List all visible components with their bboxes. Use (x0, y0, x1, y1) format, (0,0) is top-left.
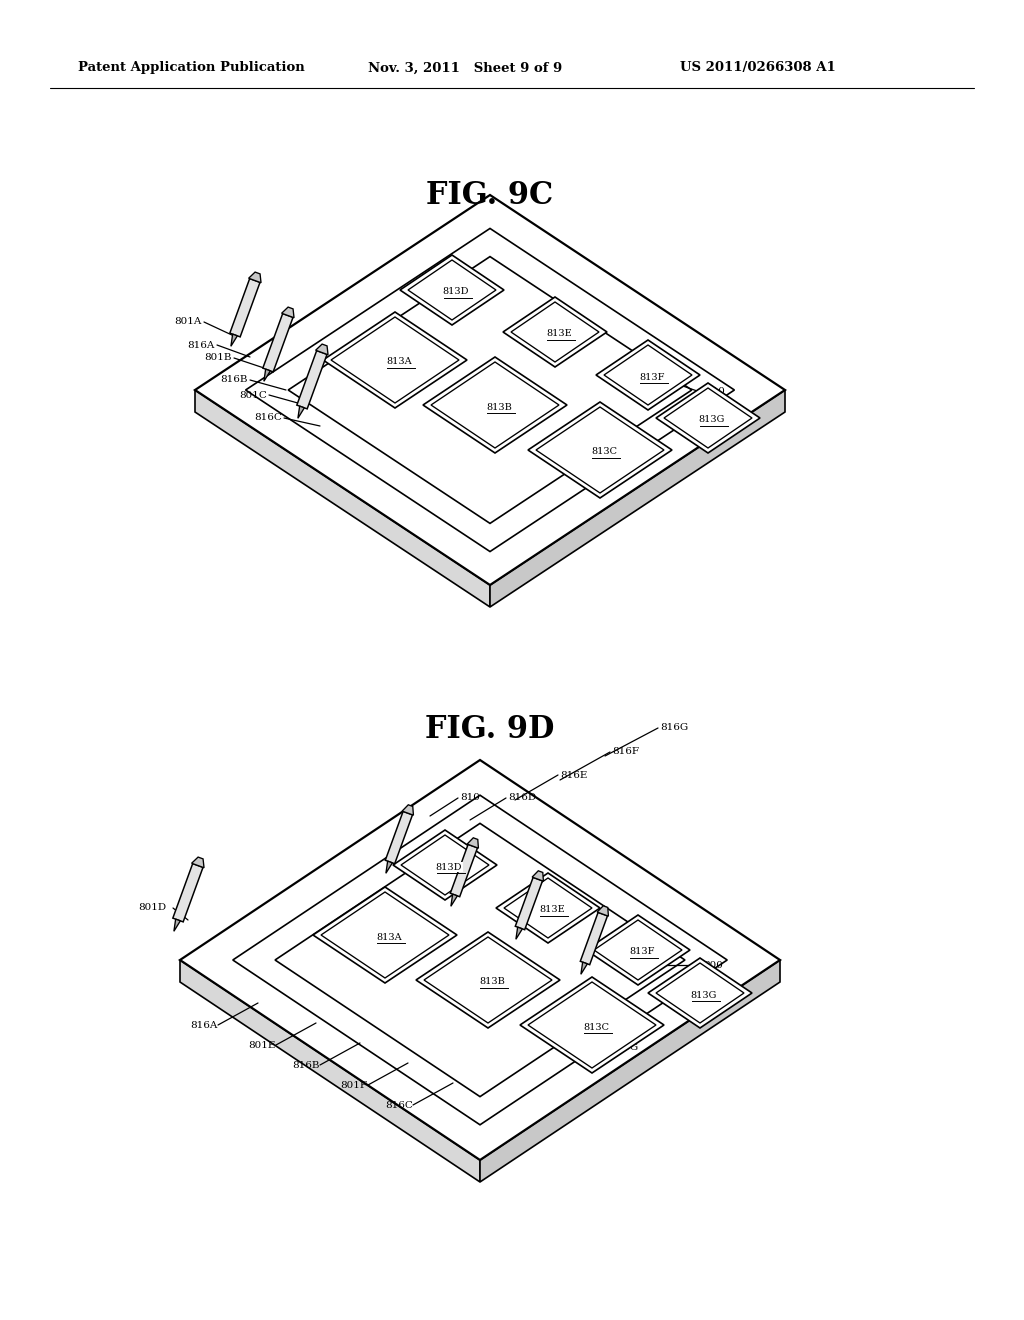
Text: 816D: 816D (508, 793, 537, 803)
Polygon shape (400, 255, 504, 325)
Polygon shape (230, 334, 238, 346)
Text: 813C: 813C (591, 447, 617, 457)
Polygon shape (386, 861, 392, 874)
Text: 816E: 816E (560, 771, 588, 780)
Polygon shape (393, 830, 497, 900)
Polygon shape (229, 279, 260, 337)
Polygon shape (423, 356, 567, 453)
Text: FIG. 9C: FIG. 9C (426, 180, 554, 210)
Polygon shape (315, 345, 328, 355)
Text: 816A: 816A (190, 1020, 217, 1030)
Polygon shape (532, 871, 544, 882)
Text: Nov. 3, 2011   Sheet 9 of 9: Nov. 3, 2011 Sheet 9 of 9 (368, 62, 562, 74)
Text: FIG. 9D: FIG. 9D (425, 714, 555, 746)
Text: Patent Application Publication: Patent Application Publication (78, 62, 305, 74)
Text: 816B: 816B (292, 1060, 319, 1069)
Polygon shape (402, 805, 414, 816)
Text: 813C: 813C (583, 1023, 609, 1031)
Text: 816C: 816C (254, 413, 282, 422)
Polygon shape (323, 312, 467, 408)
Text: 813G: 813G (698, 416, 725, 425)
Polygon shape (313, 887, 457, 983)
Text: 813D: 813D (442, 288, 469, 297)
Polygon shape (467, 838, 478, 849)
Text: 816F: 816F (612, 747, 639, 756)
Text: 813F: 813F (630, 948, 654, 957)
Polygon shape (496, 873, 600, 942)
Text: 801A: 801A (175, 318, 202, 326)
Text: US 2011/0266308 A1: US 2011/0266308 A1 (680, 62, 836, 74)
Polygon shape (249, 272, 261, 282)
Text: 800: 800 (705, 411, 725, 420)
Text: 813A: 813A (386, 358, 412, 367)
Text: 813A: 813A (376, 932, 401, 941)
Text: 801G: 801G (610, 1044, 638, 1052)
Polygon shape (503, 297, 607, 367)
Polygon shape (528, 403, 672, 498)
Text: 816A: 816A (187, 341, 215, 350)
Text: 816G: 816G (660, 723, 688, 733)
Polygon shape (451, 894, 458, 907)
Polygon shape (490, 389, 785, 607)
Polygon shape (282, 308, 294, 318)
Text: 813B: 813B (479, 978, 505, 986)
Polygon shape (451, 845, 477, 896)
Text: 813B: 813B (486, 403, 512, 412)
Polygon shape (195, 389, 490, 607)
Polygon shape (648, 958, 752, 1028)
Polygon shape (180, 760, 780, 1160)
Polygon shape (581, 962, 588, 974)
Text: 801B: 801B (205, 354, 232, 363)
Text: 813E: 813E (546, 330, 571, 338)
Text: 813E: 813E (539, 906, 565, 915)
Polygon shape (298, 407, 304, 418)
Polygon shape (416, 932, 560, 1028)
Polygon shape (597, 906, 608, 916)
Polygon shape (480, 960, 780, 1181)
Text: 813G: 813G (691, 990, 717, 999)
Text: 816B: 816B (220, 375, 248, 384)
Text: 801D: 801D (138, 903, 166, 912)
Polygon shape (180, 960, 480, 1181)
Text: 813D: 813D (436, 862, 462, 871)
Text: 810: 810 (460, 793, 480, 803)
Polygon shape (191, 857, 204, 867)
Polygon shape (515, 878, 543, 929)
Text: 813F: 813F (639, 372, 665, 381)
Polygon shape (297, 351, 327, 409)
Polygon shape (581, 912, 607, 965)
Text: 816C: 816C (385, 1101, 413, 1110)
Polygon shape (516, 927, 522, 940)
Polygon shape (173, 863, 203, 921)
Polygon shape (586, 915, 690, 985)
Polygon shape (264, 370, 270, 381)
Text: 800: 800 (703, 961, 723, 969)
Polygon shape (385, 812, 413, 863)
Polygon shape (195, 195, 785, 585)
Polygon shape (656, 383, 760, 453)
Text: 801F: 801F (340, 1081, 367, 1089)
Text: 810: 810 (705, 388, 725, 396)
Text: 801C: 801C (240, 391, 267, 400)
Polygon shape (596, 341, 700, 411)
Polygon shape (263, 314, 293, 372)
Polygon shape (520, 977, 664, 1073)
Polygon shape (174, 919, 180, 932)
Text: 801E: 801E (248, 1040, 275, 1049)
